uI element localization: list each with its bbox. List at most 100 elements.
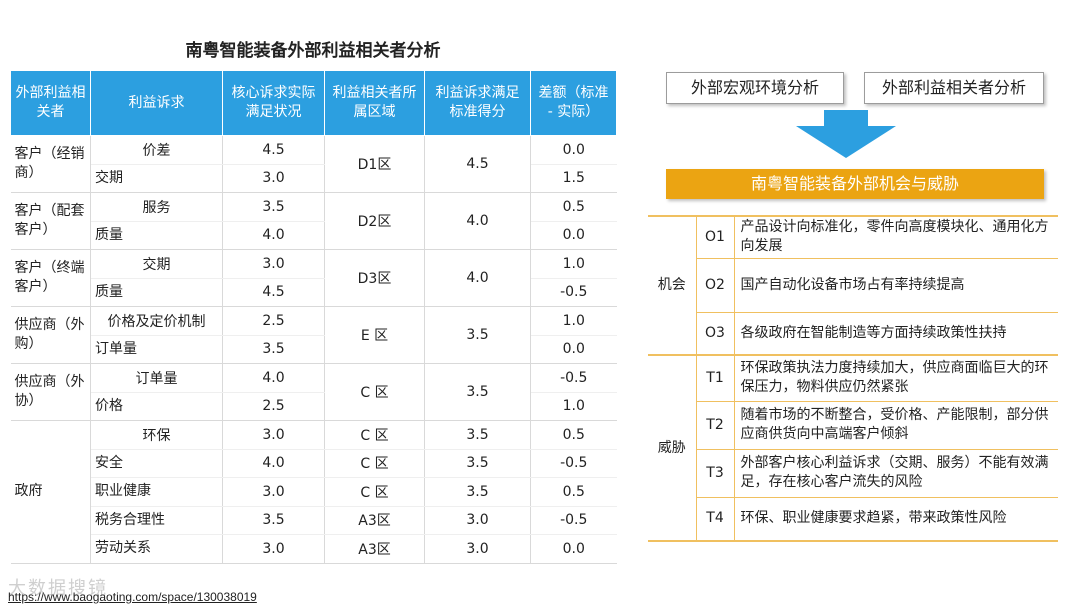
- item-text: 环保、职业健康要求趋紧，带来政策性风险: [734, 497, 1058, 542]
- region-cell: C 区: [324, 477, 425, 507]
- item-code: O2: [696, 258, 735, 313]
- item-text: 各级政府在智能制造等方面持续政策性扶持: [734, 312, 1058, 356]
- table-row: 职业健康 3.0 C 区 3.5 0.5: [11, 477, 617, 507]
- demand-cell: 安全: [90, 449, 223, 478]
- demand-cell: 质量: [90, 221, 223, 250]
- stakeholder-table: 外部利益相关者 利益诉求 核心诉求实际满足状况 利益相关者所属区域 利益诉求满足…: [10, 70, 617, 564]
- stakeholder-cell: 客户（终端客户）: [10, 249, 91, 307]
- actual-cell: 4.5: [222, 135, 325, 165]
- item-text: 产品设计向标准化，零件向高度模块化、通用化方向发展: [734, 216, 1058, 259]
- diff-cell: 0.5: [530, 477, 617, 507]
- table-row: 劳动关系 3.0 A3区 3.0 0.0: [11, 534, 617, 564]
- standard-cell: 3.0: [424, 534, 531, 564]
- table-row: 供应商（外购） 价格及定价机制 2.5 E 区 3.5 1.0: [10, 306, 617, 364]
- standard-cell: 3.5: [424, 477, 531, 507]
- diff-cell: 0.0: [530, 335, 617, 364]
- table-row: 机会 O1 产品设计向标准化，零件向高度模块化、通用化方向发展: [648, 216, 1058, 356]
- region-cell: D2区: [324, 192, 425, 250]
- demand-cell: 交期: [90, 249, 223, 279]
- actual-cell: 4.0: [222, 221, 325, 250]
- item-text: 国产自动化设备市场占有率持续提高: [734, 258, 1058, 313]
- item-text: 环保政策执法力度持续加大，供应商面临巨大的环保压力，物料供应仍然紧张: [734, 354, 1058, 402]
- threat-label: 威胁: [648, 354, 697, 542]
- page-title: 南粤智能装备外部利益相关者分析: [185, 41, 441, 61]
- table-row: 客户（配套客户） 服务 3.5 D2区 4.0 0.5: [10, 192, 617, 250]
- table-row: O3 各级政府在智能制造等方面持续政策性扶持: [648, 312, 1058, 356]
- standard-cell: 4.0: [424, 192, 531, 250]
- actual-cell: 4.0: [222, 449, 325, 478]
- demand-cell: 订单量: [90, 363, 223, 393]
- demand-cell: 价格及定价机制: [90, 306, 223, 336]
- actual-cell: 3.0: [222, 420, 325, 450]
- diff-cell: -0.5: [530, 363, 617, 393]
- table-header-row: 外部利益相关者 利益诉求 核心诉求实际满足状况 利益相关者所属区域 利益诉求满足…: [10, 70, 617, 136]
- demand-cell: 税务合理性: [90, 506, 223, 535]
- actual-cell: 3.5: [222, 192, 325, 222]
- region-cell: C 区: [324, 420, 425, 450]
- diff-cell: 0.0: [530, 135, 617, 165]
- table-row: 政府 环保 3.0 C 区 3.5 0.5: [10, 420, 617, 564]
- header-demand: 利益诉求: [90, 70, 223, 136]
- actual-cell: 3.0: [222, 534, 325, 564]
- table-row: 订单量 3.5 0.0: [11, 335, 617, 364]
- stakeholder-cell: 客户（配套客户）: [10, 192, 91, 250]
- demand-cell: 服务: [90, 192, 223, 222]
- table-row: T4 环保、职业健康要求趋紧，带来政策性风险: [648, 497, 1058, 542]
- table-row: 威胁 T1 环保政策执法力度持续加大，供应商面临巨大的环保压力，物料供应仍然紧张: [648, 354, 1058, 542]
- actual-cell: 3.0: [222, 249, 325, 279]
- actual-cell: 3.5: [222, 506, 325, 535]
- diff-cell: 0.0: [530, 534, 617, 564]
- header-standard: 利益诉求满足标准得分: [424, 70, 531, 136]
- table-row: 安全 4.0 C 区 3.5 -0.5: [11, 449, 617, 478]
- table-row: T2 随着市场的不断整合，受价格、产能限制，部分供应商供货向中高端客户倾斜: [648, 401, 1058, 450]
- standard-cell: 3.5: [424, 306, 531, 364]
- opportunities-threats-banner: 南粤智能装备外部机会与威胁: [666, 169, 1044, 199]
- table-row: 客户（终端客户） 交期 3.0 D3区 4.0 1.0: [10, 249, 617, 307]
- region-cell: D3区: [324, 249, 425, 307]
- demand-cell: 交期: [90, 164, 223, 193]
- region-cell: A3区: [324, 534, 425, 564]
- stakeholder-cell: 供应商（外协）: [10, 363, 91, 421]
- region-cell: E 区: [324, 306, 425, 364]
- diff-cell: -0.5: [530, 506, 617, 535]
- stakeholder-cell: 政府: [10, 420, 91, 564]
- diff-cell: 0.0: [530, 221, 617, 250]
- table-row: T3 外部客户核心利益诉求（交期、服务）不能有效满足，存在核心客户流失的风险: [648, 449, 1058, 498]
- table-row: O2 国产自动化设备市场占有率持续提高: [648, 258, 1058, 313]
- demand-cell: 职业健康: [90, 477, 223, 507]
- actual-cell: 3.0: [222, 477, 325, 507]
- item-code: T1: [696, 354, 735, 402]
- table-row: 质量 4.5 -0.5: [11, 278, 617, 307]
- table-row: 客户（经销商） 价差 4.5 D1区 4.5 0.0: [10, 135, 617, 193]
- actual-cell: 2.5: [222, 392, 325, 421]
- header-diff: 差额（标准 - 实际）: [530, 70, 617, 136]
- diff-cell: 1.0: [530, 392, 617, 421]
- item-code: O1: [696, 216, 735, 259]
- demand-cell: 劳动关系: [90, 534, 223, 564]
- actual-cell: 4.5: [222, 278, 325, 307]
- actual-cell: 2.5: [222, 306, 325, 336]
- demand-cell: 价差: [90, 135, 223, 165]
- standard-cell: 3.5: [424, 449, 531, 478]
- demand-cell: 质量: [90, 278, 223, 307]
- item-code: T3: [696, 449, 735, 498]
- standard-cell: 3.0: [424, 506, 531, 535]
- demand-cell: 环保: [90, 420, 223, 450]
- item-text: 外部客户核心利益诉求（交期、服务）不能有效满足，存在核心客户流失的风险: [734, 449, 1058, 498]
- down-arrow-icon: [796, 110, 896, 158]
- diff-cell: -0.5: [530, 278, 617, 307]
- table-row: 交期 3.0 1.5: [11, 164, 617, 193]
- stakeholder-analysis-box: 外部利益相关者分析: [864, 72, 1044, 104]
- table-row: 质量 4.0 0.0: [11, 221, 617, 250]
- source-link[interactable]: https://www.baogaoting.com/space/1300380…: [8, 590, 257, 604]
- diff-cell: 1.0: [530, 306, 617, 336]
- opportunities-threats-table: 机会 O1 产品设计向标准化，零件向高度模块化、通用化方向发展 O2 国产自动化…: [648, 215, 1058, 542]
- header-region: 利益相关者所属区域: [324, 70, 425, 136]
- header-stakeholder: 外部利益相关者: [10, 70, 91, 136]
- header-actual: 核心诉求实际满足状况: [222, 70, 325, 136]
- stakeholder-cell: 供应商（外购）: [10, 306, 91, 364]
- region-cell: C 区: [324, 449, 425, 478]
- table-row: 税务合理性 3.5 A3区 3.0 -0.5: [11, 506, 617, 535]
- standard-cell: 3.5: [424, 420, 531, 450]
- table-row: 供应商（外协） 订单量 4.0 C 区 3.5 -0.5: [10, 363, 617, 421]
